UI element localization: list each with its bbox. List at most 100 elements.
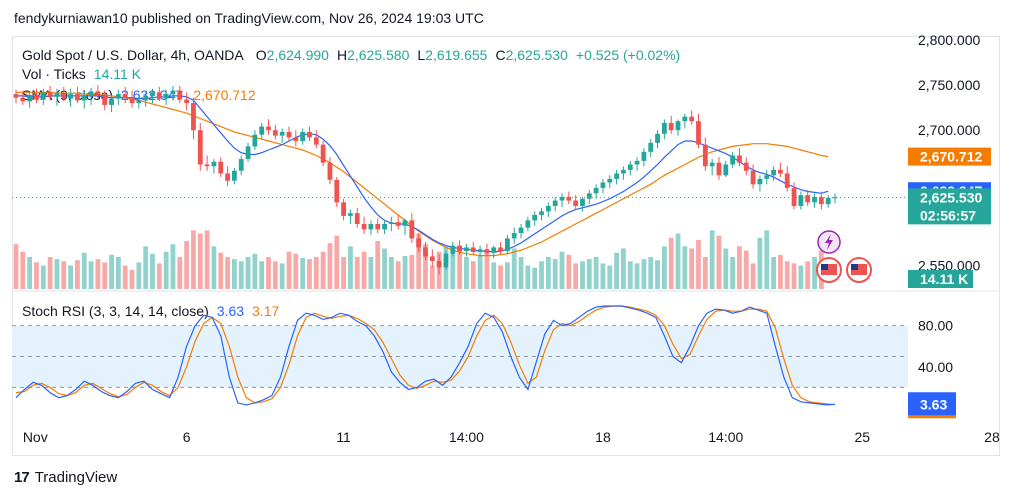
candle-body <box>709 162 715 167</box>
stoch-tick-label: 40.00 <box>918 359 953 375</box>
volume-bar <box>313 257 319 289</box>
candle-body <box>334 179 340 203</box>
candle-body <box>600 182 606 188</box>
candle-body <box>655 133 660 143</box>
volume-bar <box>300 258 306 289</box>
candle-body <box>573 200 579 206</box>
volume-bar <box>668 237 674 289</box>
candle-body <box>457 245 463 252</box>
candle-body <box>61 93 67 99</box>
candle-body <box>464 247 469 252</box>
candle-body <box>423 247 428 257</box>
legend-stoch-label: Stoch RSI (3, 3, 14, 14, close) <box>22 303 209 319</box>
volume-bar <box>266 257 271 289</box>
candle-body <box>539 211 544 215</box>
legend-ohlc: Gold Spot / U.S. Dollar, 4h, OANDA O2,624… <box>22 47 680 63</box>
volume-bar <box>402 255 408 289</box>
candle-body <box>798 195 804 206</box>
volume-bar <box>607 265 613 289</box>
candle-body <box>143 95 149 101</box>
volume-bar <box>232 259 237 289</box>
legend-stoch-k: 3.63 <box>217 303 244 319</box>
volume-bar <box>416 233 422 289</box>
legend-c: 2,625.530 <box>506 47 568 63</box>
legend-l: 2,619.655 <box>425 47 487 63</box>
volume-bar <box>491 262 497 289</box>
candle-body <box>614 173 619 179</box>
volume-bar <box>170 244 176 289</box>
volume-bar <box>156 263 162 289</box>
sma-slow-line <box>16 91 829 257</box>
volume-bar <box>334 235 340 289</box>
volume-bar <box>348 246 353 289</box>
candle-body <box>621 169 626 174</box>
volume-bar <box>81 252 87 289</box>
volume-bar <box>368 257 374 289</box>
volume-bar <box>655 260 660 289</box>
volume-bar <box>709 230 715 289</box>
volume-bar <box>143 246 149 289</box>
candle-body <box>771 169 776 176</box>
legend-stoch-d: 3.17 <box>252 303 279 319</box>
volume-bar <box>539 261 544 289</box>
candle-body <box>784 173 790 188</box>
volume-bar <box>730 257 736 289</box>
candle-body <box>436 260 442 268</box>
publish-header: fendykurniawan10 published on TradingVie… <box>14 10 484 26</box>
candle-body <box>102 95 108 105</box>
candle-body <box>532 214 538 221</box>
candle-body <box>470 247 476 252</box>
candle-body <box>661 122 667 134</box>
candle-body <box>689 116 695 122</box>
candle-body <box>525 220 531 228</box>
volume-bar <box>621 248 626 289</box>
time-tick-label: 18 <box>595 429 611 445</box>
candle-body <box>607 178 613 183</box>
volume-bar <box>388 257 394 289</box>
candle-body <box>675 121 681 131</box>
price-badge <box>908 188 991 225</box>
candle-body <box>354 213 360 224</box>
candle-body <box>395 222 401 226</box>
candle-body <box>812 196 817 203</box>
volume-bar <box>20 251 26 289</box>
candle-body <box>593 187 599 194</box>
volume-bar <box>518 257 524 289</box>
candle-body <box>580 198 585 206</box>
volume-bar <box>600 263 606 289</box>
volume-bar <box>245 257 251 289</box>
volume-bar <box>580 261 585 289</box>
candle-body <box>81 95 87 101</box>
candle-body <box>279 132 285 136</box>
volume-bar <box>798 265 804 289</box>
volume-bar <box>27 257 33 289</box>
price-tick-label: 2,700.000 <box>918 122 980 138</box>
footer-brand[interactable]: 17 TradingView <box>14 469 117 486</box>
volume-bar <box>327 243 333 289</box>
volume-bar <box>791 263 797 289</box>
candle-body <box>764 175 770 179</box>
candle-body <box>375 224 381 230</box>
volume-bar <box>661 246 667 289</box>
volume-bar <box>272 261 278 289</box>
candle-body <box>245 146 251 160</box>
candle-body <box>716 162 722 176</box>
volume-bar <box>723 248 729 289</box>
volume-bar <box>136 262 142 289</box>
volume-bar <box>382 248 387 289</box>
us-flag-canton-icon <box>821 264 828 270</box>
volume-bar <box>743 250 749 289</box>
volume-bar <box>477 254 483 289</box>
candle-body <box>498 247 503 252</box>
candle-body <box>702 144 708 167</box>
candle-body <box>184 99 190 104</box>
candle-body <box>320 144 326 163</box>
candle-body <box>552 200 558 206</box>
volume-bar <box>354 257 360 289</box>
volume-bar <box>764 230 770 289</box>
candle-body <box>450 245 456 254</box>
tradingview-logo-icon: 17 <box>14 469 30 486</box>
sma-fast-line <box>16 95 829 253</box>
candle-body <box>511 233 517 239</box>
candle-body <box>197 130 203 165</box>
